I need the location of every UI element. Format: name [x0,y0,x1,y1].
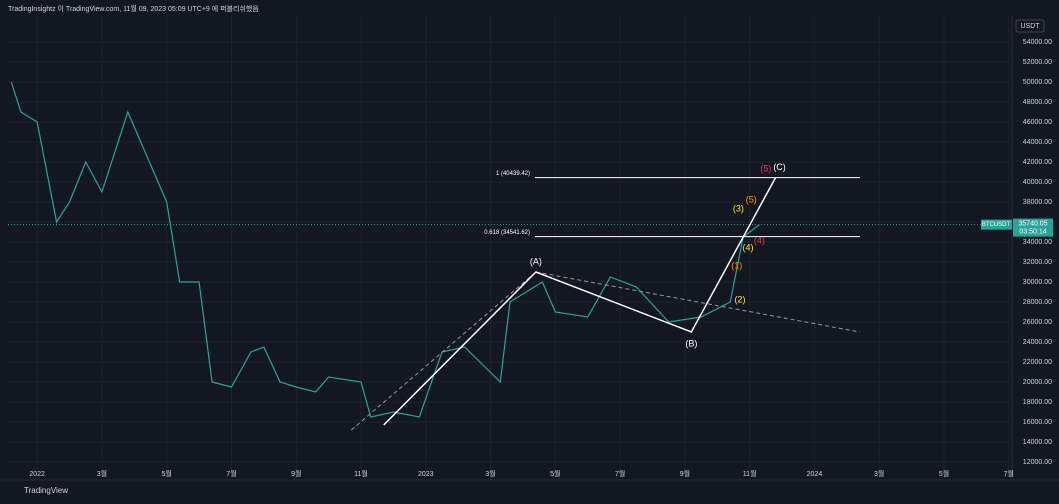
x-tick-label: 3월 [485,469,495,478]
x-tick-label: 2022 [29,471,45,478]
sub-wave-label: (3) [733,203,744,213]
trend-line [535,271,860,333]
y-tick-label: 30000.00 [1023,279,1052,286]
x-tick-label: 3월 [874,469,884,478]
y-tick-label: 28000.00 [1023,299,1052,306]
currency-box [1015,19,1045,33]
x-tick-label: 5월 [550,469,560,478]
wave-label: (A) [530,256,542,266]
y-tick-label: 32000.00 [1023,259,1052,266]
y-tick-label: 20000.00 [1023,379,1052,386]
fib-label: 1 (40439.42) [496,171,530,177]
y-tick-label: 34000.00 [1023,239,1052,246]
y-tick-label: 26000.00 [1023,319,1052,326]
price-line [10,81,760,418]
y-tick-label: 42000.00 [1023,159,1052,166]
footer: TradingView [24,486,68,495]
x-tick-label: 7월 [1004,469,1014,478]
sub-wave-label: (5) [760,163,771,173]
x-tick-label: 9월 [680,469,690,478]
x-tick-label: 5월 [939,469,949,478]
y-tick-label: 22000.00 [1023,359,1052,366]
wave-label: (B) [685,338,697,348]
x-tick-label: 11월 [354,469,368,478]
last-price-box [1013,218,1053,237]
y-tick-label: 46000.00 [1023,119,1052,126]
y-tick-label: 52000.00 [1023,59,1052,66]
x-tick-label: 11월 [743,469,757,478]
symbol-box [981,219,1012,230]
trend-line [350,271,537,431]
countdown: 03:50:14 [1019,228,1046,235]
x-tick-label: 5월 [162,469,172,478]
y-tick-label: 14000.00 [1023,439,1052,446]
x-tick-label: 7월 [615,469,625,478]
sub-wave-label: (4) [743,242,754,252]
last-price-label: 35740.05 [1018,220,1047,227]
symbol-label: BTCUSDT [982,222,1011,228]
y-tick-label: 40000.00 [1023,179,1052,186]
y-tick-label: 24000.00 [1023,339,1052,346]
sub-wave-label: (2) [734,294,745,304]
x-tick-label: 3월 [97,469,107,478]
x-tick-label: 9월 [291,469,301,478]
sub-wave-label: (5) [746,194,757,204]
x-tick-label: 7월 [226,469,236,478]
y-tick-label: 16000.00 [1023,419,1052,426]
sub-wave-label: (4) [754,235,765,245]
x-tick-label: 2023 [418,471,434,478]
y-tick-label: 54000.00 [1023,39,1052,46]
x-tick-label: 2024 [807,471,823,478]
y-tick-label: 38000.00 [1023,199,1052,206]
y-tick-label: 48000.00 [1023,99,1052,106]
header: TradingInsightz 이 TradingView.com, 11월 0… [8,4,259,13]
sub-wave-label: (1) [731,260,742,270]
fib-label: 0.618 (34541.62) [484,230,530,236]
y-tick-label: 12000.00 [1023,459,1052,466]
wave-label: (C) [773,162,786,172]
wave-line [383,177,777,426]
currency: USDT [1020,23,1040,30]
y-tick-label: 18000.00 [1023,399,1052,406]
y-tick-label: 50000.00 [1023,79,1052,86]
y-tick-label: 44000.00 [1023,139,1052,146]
